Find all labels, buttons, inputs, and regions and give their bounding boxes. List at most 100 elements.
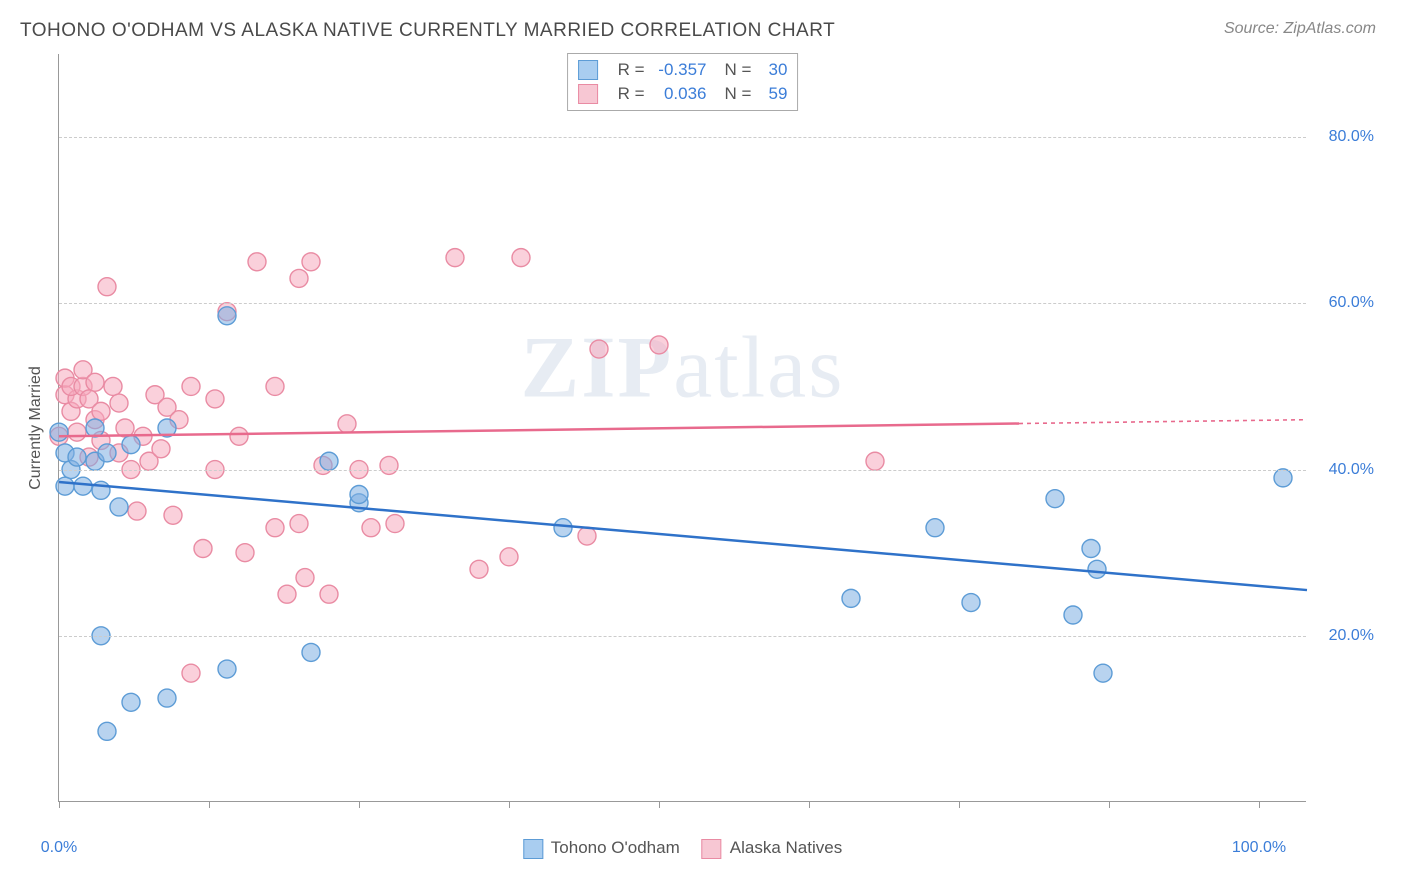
blue-series-point: [1046, 490, 1064, 508]
gridline: [59, 636, 1306, 637]
pink-series-point: [290, 515, 308, 533]
x-tick-mark: [809, 801, 810, 808]
y-tick-label: 60.0%: [1329, 294, 1374, 312]
plot-svg: [59, 54, 1307, 802]
blue-series-point: [320, 452, 338, 470]
pink-series-point: [278, 585, 296, 603]
pink-series-point: [302, 253, 320, 271]
y-tick-label: 80.0%: [1329, 128, 1374, 146]
legend-r-label: R =: [618, 58, 645, 82]
pink-series-point: [866, 452, 884, 470]
pink-series-point: [362, 519, 380, 537]
blue-series-point: [86, 419, 104, 437]
footer-legend-item: Alaska Natives: [702, 838, 842, 859]
legend-row: R =0.036N =59: [578, 82, 788, 106]
pink-series-point: [104, 377, 122, 395]
blue-series-point: [962, 594, 980, 612]
x-tick-mark: [1109, 801, 1110, 808]
chart-source: Source: ZipAtlas.com: [1224, 20, 1376, 38]
pink-series-point: [500, 548, 518, 566]
pink-series-point: [512, 249, 530, 267]
blue-series-trendline: [59, 482, 1307, 590]
pink-series-point: [194, 540, 212, 558]
y-tick-label: 40.0%: [1329, 461, 1374, 479]
legend-r-value: -0.357: [653, 58, 707, 82]
blue-series-point: [110, 498, 128, 516]
footer-legend-label: Alaska Natives: [730, 838, 842, 857]
pink-series-point: [152, 440, 170, 458]
plot-area: ZIPatlas R =-0.357N =30R =0.036N =59 Toh…: [58, 54, 1306, 802]
pink-series-point: [320, 585, 338, 603]
pink-series-point: [296, 569, 314, 587]
footer-legend-item: Tohono O'odham: [523, 838, 680, 859]
pink-series-point: [236, 544, 254, 562]
pink-series-point: [446, 249, 464, 267]
legend-row: R = -0.357 N = 30: [578, 58, 788, 82]
x-tick-mark: [659, 801, 660, 808]
blue-series-point: [98, 444, 116, 462]
blue-series-point: [68, 448, 86, 466]
blue-series-point: [926, 519, 944, 537]
y-tick-label: 20.0%: [1329, 627, 1374, 645]
pink-series-point: [380, 456, 398, 474]
pink-series-point: [164, 506, 182, 524]
x-tick-mark: [509, 801, 510, 808]
pink-series-point: [470, 560, 488, 578]
blue-series-point: [218, 660, 236, 678]
footer-legend-label: Tohono O'odham: [551, 838, 680, 857]
legend-n-label: N =: [725, 58, 752, 82]
gridline: [59, 137, 1306, 138]
blue-series-point: [50, 423, 68, 441]
pink-series-point: [182, 377, 200, 395]
blue-series-point: [158, 689, 176, 707]
x-tick-mark: [59, 801, 60, 808]
pink-series-point: [248, 253, 266, 271]
correlation-legend: R = -0.357 N = 30R = 0.036 N = 59: [567, 53, 799, 111]
pink-series-point: [578, 527, 596, 545]
x-tick-label: 0.0%: [41, 839, 77, 857]
chart-title: TOHONO O'ODHAM VS ALASKA NATIVE CURRENTL…: [20, 20, 835, 42]
blue-series-point: [1082, 540, 1100, 558]
blue-series-point: [74, 477, 92, 495]
blue-series-point: [122, 436, 140, 454]
pink-series-point: [590, 340, 608, 358]
chart-area: Currently Married ZIPatlas R =-0.357N =3…: [20, 50, 1386, 868]
pink-series-point: [386, 515, 404, 533]
pink-series-point: [206, 390, 224, 408]
x-tick-mark: [1259, 801, 1260, 808]
x-tick-label: 100.0%: [1232, 839, 1286, 857]
legend-swatch: [578, 60, 598, 80]
series-legend: Tohono O'odham Alaska Natives: [523, 838, 842, 859]
blue-series-point: [98, 722, 116, 740]
legend-swatch: [578, 84, 598, 104]
pink-series-point: [98, 278, 116, 296]
x-tick-mark: [209, 801, 210, 808]
blue-series-point: [554, 519, 572, 537]
pink-series-point: [92, 402, 110, 420]
legend-n-value: 59: [759, 82, 787, 106]
pink-series-point: [110, 394, 128, 412]
blue-series-point: [302, 643, 320, 661]
pink-series-point: [650, 336, 668, 354]
blue-series-point: [1088, 560, 1106, 578]
blue-series-point: [350, 485, 368, 503]
legend-n-value: 30: [759, 58, 787, 82]
blue-series-point: [218, 307, 236, 325]
pink-series-trendline: [59, 424, 1019, 437]
legend-r-value: 0.036: [653, 82, 707, 106]
x-tick-mark: [359, 801, 360, 808]
blue-series-point: [122, 693, 140, 711]
pink-series-point: [266, 377, 284, 395]
blue-series-point: [1064, 606, 1082, 624]
legend-swatch: [523, 839, 543, 859]
pink-series-point: [128, 502, 146, 520]
blue-series-point: [56, 477, 74, 495]
pink-series-point: [68, 423, 86, 441]
pink-series-point: [86, 373, 104, 391]
pink-series-point: [182, 664, 200, 682]
legend-swatch: [702, 839, 722, 859]
x-tick-mark: [959, 801, 960, 808]
blue-series-point: [1274, 469, 1292, 487]
legend-r-label: R =: [618, 82, 645, 106]
pink-series-point: [290, 269, 308, 287]
